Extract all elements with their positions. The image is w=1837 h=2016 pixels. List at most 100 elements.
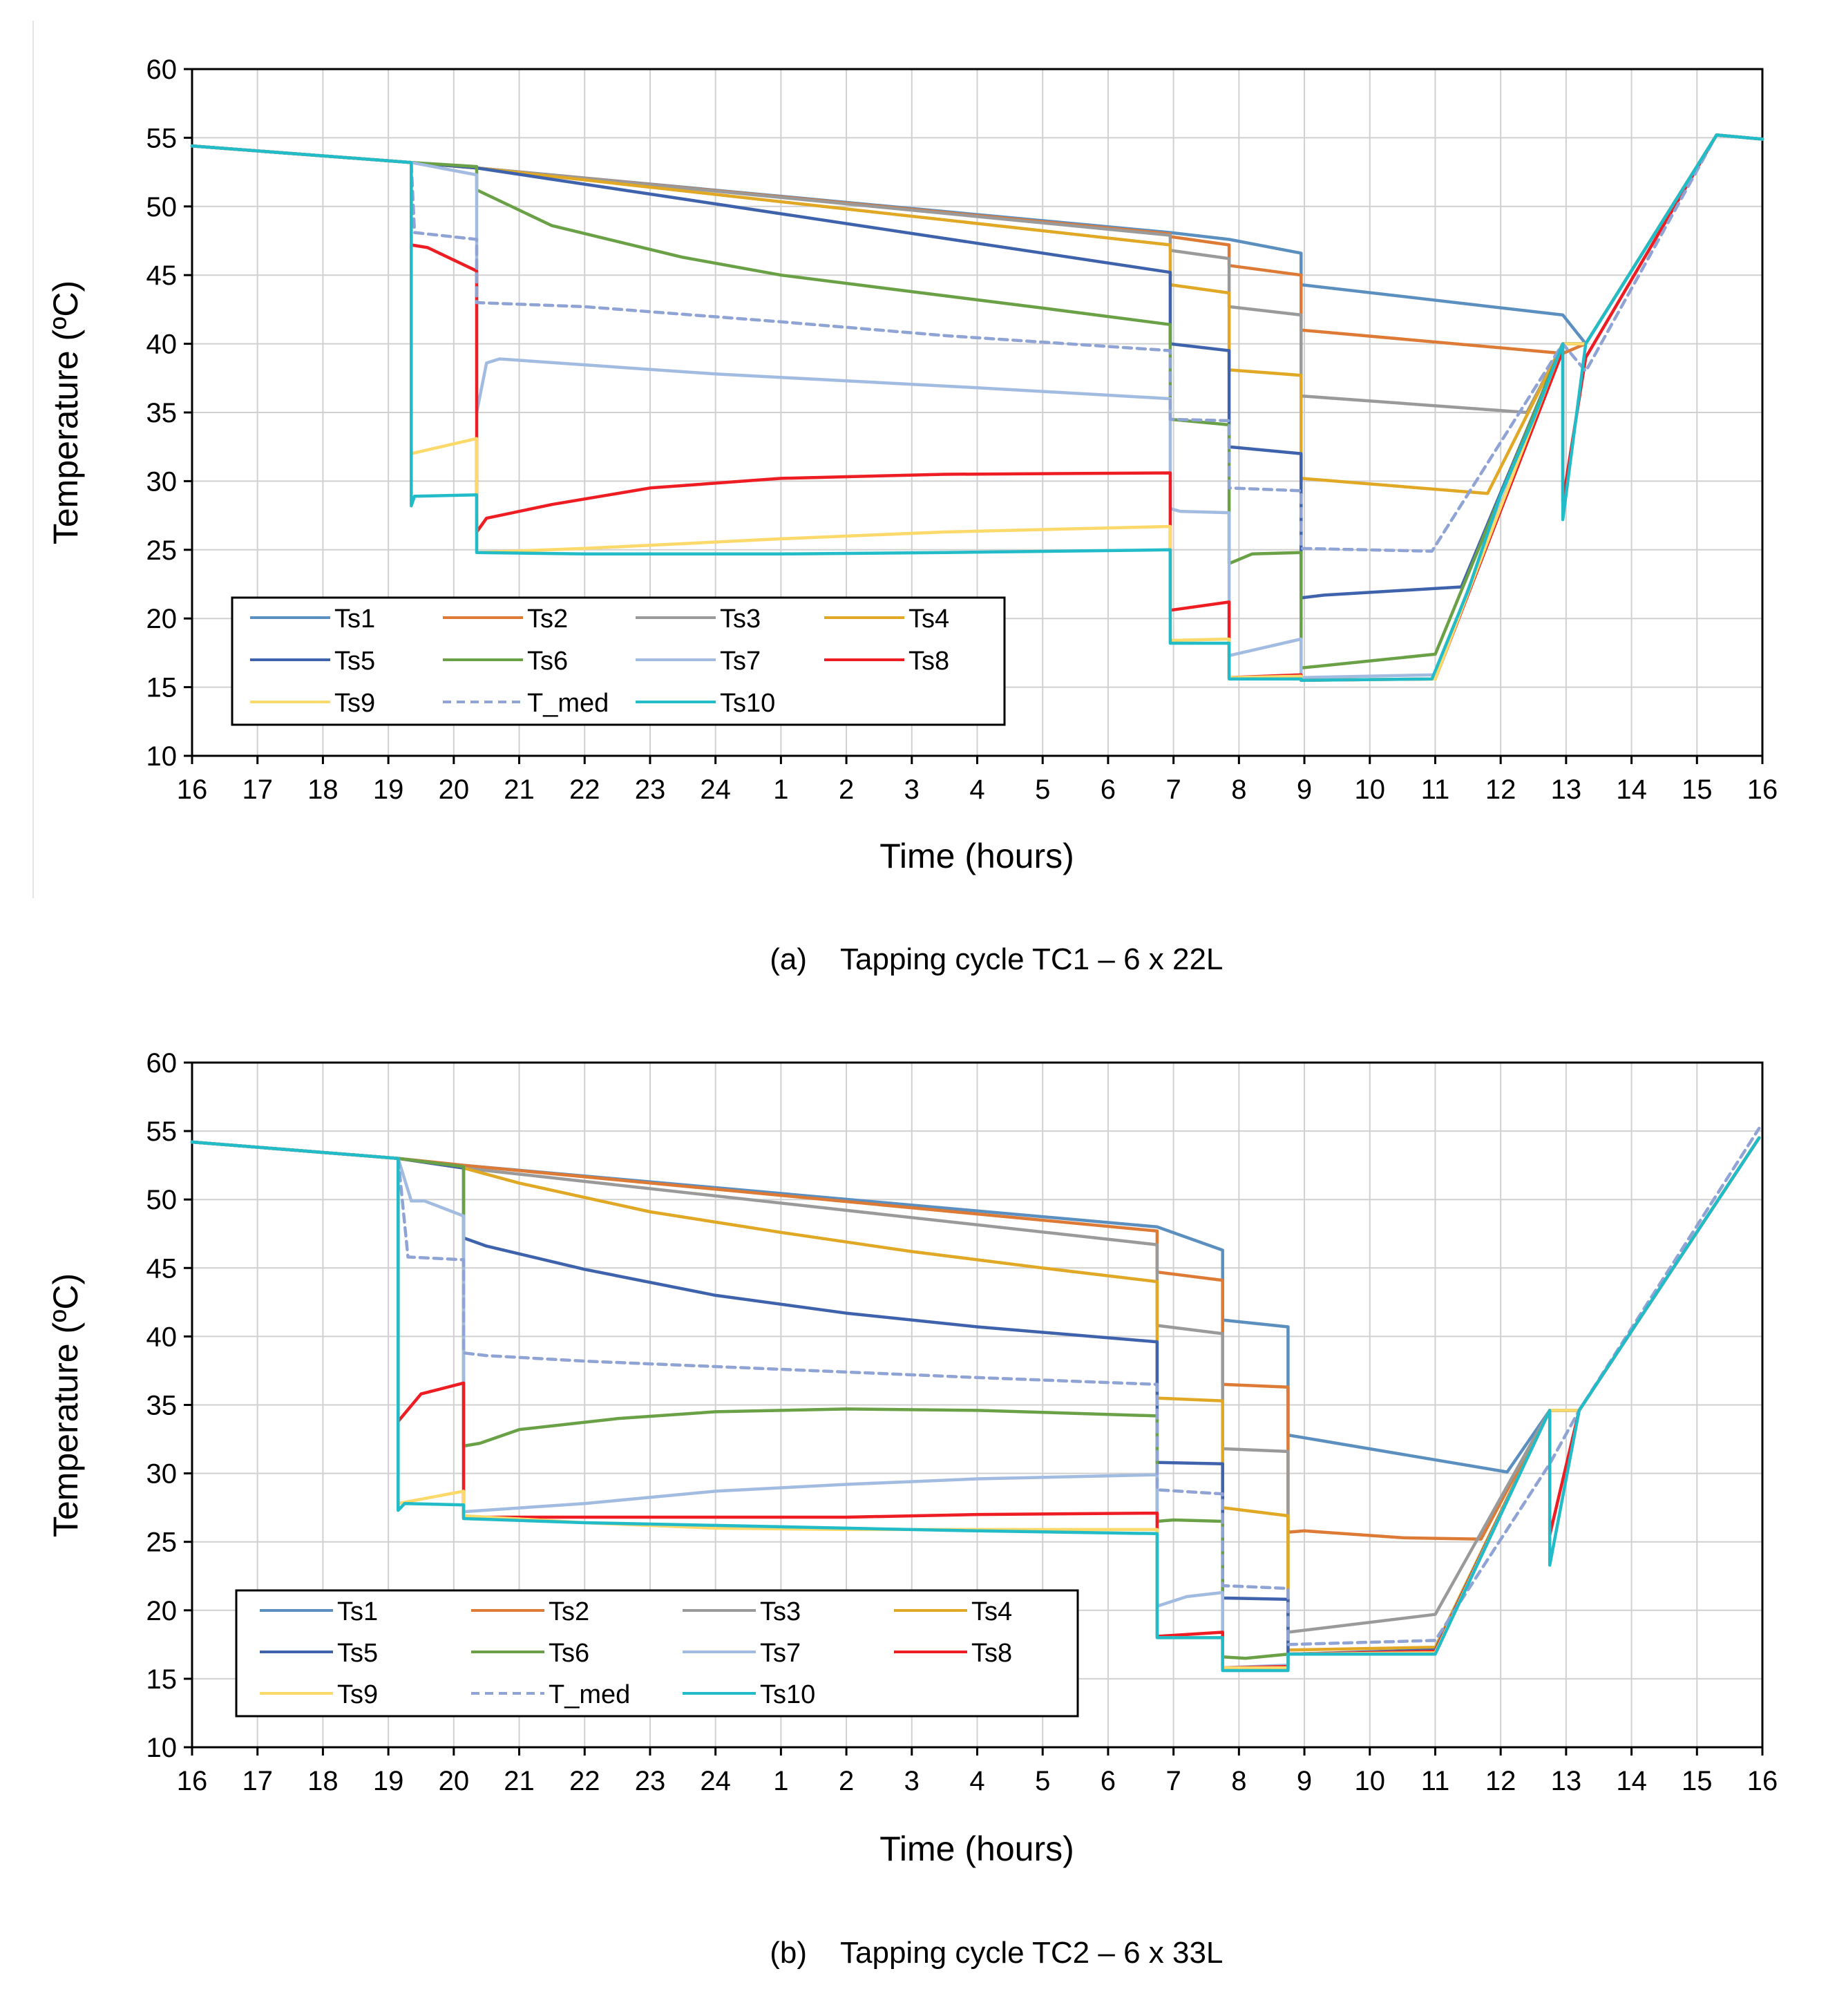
chart-b-series-lines [190, 1126, 1761, 1673]
chart-b-legend-label-t-med: T_med [549, 1680, 630, 1709]
chart-a-x-tick-label: 11 [1421, 774, 1450, 805]
chart-a-x-tick-label: 20 [439, 774, 470, 805]
chart-b-y-tick-label: 25 [146, 1528, 178, 1558]
chart-b-y-tick-label: 55 [146, 1116, 178, 1147]
chart-a-legend-label-ts6: Ts6 [527, 647, 568, 676]
chart-b-x-tick-label: 5 [1035, 1766, 1050, 1796]
chart-b-x-tick-label: 16 [177, 1766, 208, 1796]
chart-b-x-tick-label: 18 [307, 1766, 339, 1796]
chart-a-y-tick-label: 10 [146, 741, 178, 772]
chart-b-x-tick-label: 3 [904, 1766, 920, 1796]
chart-b-x-tick-label: 14 [1616, 1766, 1647, 1796]
chart-a-x-tick-label: 22 [569, 774, 600, 805]
chart-b-series-ts9-line [190, 1136, 1761, 1670]
chart-a-x-tick-label: 7 [1166, 774, 1181, 805]
chart-b-x-ticks: 16 17 18 19 20 21 22 23 24 1 2 3 4 5 6 7 8 9 10 11 12 13 14 15 1… [177, 1747, 1778, 1796]
chart-a-y-tick-label: 40 [146, 330, 178, 360]
chart-a-x-tick-label: 19 [373, 774, 404, 805]
chart-b: 16 17 18 19 20 21 22 23 24 1 2 3 4 5 6 7 8 9 10 11 12 13 14 15 1… [46, 1048, 1778, 1970]
chart-b-x-tick-label: 10 [1355, 1766, 1386, 1796]
chart-a-x-tick-label: 14 [1616, 774, 1647, 805]
chart-b-x-tick-label: 16 [1747, 1766, 1778, 1796]
chart-b-y-tick-label: 10 [146, 1733, 178, 1763]
chart-b-x-tick-label: 9 [1297, 1766, 1312, 1796]
chart-b-y-axis-label: Temperature (ºC) [46, 1273, 85, 1537]
chart-a-legend-label-ts8: Ts8 [908, 647, 949, 676]
chart-a-x-tick-label: 3 [904, 774, 920, 805]
chart-b-y-tick-label: 15 [146, 1664, 178, 1695]
chart-a-x-tick-label: 18 [307, 774, 339, 805]
chart-b-x-tick-label: 23 [635, 1766, 666, 1796]
chart-a-x-tick-label: 4 [969, 774, 984, 805]
chart-a-y-axis-label: Temperature (ºC) [46, 280, 85, 544]
chart-b-x-tick-label: 11 [1421, 1766, 1450, 1796]
chart-a-legend-label-ts9: Ts9 [334, 689, 375, 718]
chart-a-x-tick-label: 10 [1355, 774, 1386, 805]
chart-b-x-tick-label: 15 [1682, 1766, 1713, 1796]
chart-b-y-tick-label: 20 [146, 1596, 178, 1626]
chart-a-x-tick-label: 16 [177, 774, 208, 805]
chart-a-legend-label-ts5: Ts5 [334, 647, 375, 676]
chart-a-y-tick-label: 35 [146, 398, 178, 428]
chart-a-legend: Ts1 Ts2 Ts3 Ts4 Ts5 Ts6 Ts7 Ts8 Ts9 T_me… [231, 596, 1006, 726]
chart-b-x-tick-label: 12 [1485, 1766, 1516, 1796]
chart-a-y-tick-label: 50 [146, 192, 178, 222]
chart-b-series-ts8-line [190, 1136, 1761, 1670]
chart-b-legend-label-ts7: Ts7 [760, 1639, 801, 1668]
chart-a-y-tick-label: 20 [146, 604, 178, 634]
chart-b-x-axis-label: Time (hours) [879, 1829, 1074, 1868]
chart-a-legend-label-t-med: T_med [527, 689, 609, 718]
chart-a-caption-label: (a) [770, 942, 807, 976]
chart-b-legend-label-ts1: Ts1 [337, 1597, 378, 1626]
chart-a-y-tick-label: 25 [146, 535, 178, 566]
chart-a-legend-label-ts2: Ts2 [527, 605, 568, 634]
chart-a-x-tick-label: 8 [1231, 774, 1246, 805]
chart-b-y-tick-label: 60 [146, 1048, 178, 1078]
chart-b-legend-label-ts10: Ts10 [760, 1680, 815, 1709]
chart-a-y-tick-label: 30 [146, 466, 178, 497]
chart-a-y-tick-label: 45 [146, 260, 178, 291]
chart-b-legend-label-ts4: Ts4 [971, 1597, 1012, 1626]
chart-a-series-ts10-line [190, 133, 1764, 682]
chart-b-legend: Ts1 Ts2 Ts3 Ts4 Ts5 Ts6 Ts7 Ts8 Ts9 T_me… [235, 1589, 1079, 1718]
chart-a-y-tick-label: 60 [146, 55, 178, 85]
chart-a-x-tick-label: 2 [839, 774, 854, 805]
chart-b-x-tick-label: 8 [1231, 1766, 1246, 1796]
chart-b-x-tick-label: 1 [773, 1766, 788, 1796]
chart-a-y-tick-label: 55 [146, 123, 178, 153]
chart-a-x-tick-label: 13 [1551, 774, 1582, 805]
chart-a-x-ticks: 16 17 18 19 20 21 22 23 24 1 2 3 4 5 6 7 8 9 10 11 12 13 14 15 1… [177, 756, 1778, 805]
chart-a-x-tick-label: 1 [773, 774, 788, 805]
chart-b-y-ticks: 10 15 20 25 30 35 40 45 50 55 60 [146, 1048, 192, 1763]
chart-b-x-tick-label: 21 [504, 1766, 535, 1796]
chart-a-x-tick-label: 15 [1682, 774, 1713, 805]
chart-a-legend-label-ts4: Ts4 [908, 605, 949, 634]
chart-b-x-tick-label: 19 [373, 1766, 404, 1796]
chart-b-legend-label-ts8: Ts8 [971, 1639, 1012, 1668]
chart-b-x-tick-label: 4 [969, 1766, 984, 1796]
chart-b-x-tick-label: 6 [1101, 1766, 1116, 1796]
chart-a-x-tick-label: 12 [1485, 774, 1516, 805]
chart-a-x-tick-label: 16 [1747, 774, 1778, 805]
chart-b-caption-label: (b) [770, 1936, 807, 1970]
chart-a-x-axis-label: Time (hours) [879, 837, 1074, 875]
chart-a-caption-text: Tapping cycle TC1 – 6 x 22L [840, 942, 1223, 976]
chart-a-y-tick-label: 15 [146, 673, 178, 703]
chart-a-x-tick-label: 23 [635, 774, 666, 805]
chart-a-y-ticks: 10 15 20 25 30 35 40 45 50 55 60 [146, 55, 192, 772]
chart-b-x-tick-label: 24 [700, 1766, 731, 1796]
chart-b-legend-label-ts2: Ts2 [549, 1597, 589, 1626]
chart-a-x-tick-label: 9 [1297, 774, 1312, 805]
chart-b-series-ts7-line [190, 1136, 1761, 1670]
chart-b-legend-label-ts5: Ts5 [337, 1639, 378, 1668]
chart-b-legend-label-ts6: Ts6 [549, 1639, 589, 1668]
chart-b-x-tick-label: 2 [839, 1766, 854, 1796]
chart-a-x-tick-label: 6 [1101, 774, 1116, 805]
chart-a-x-tick-label: 5 [1035, 774, 1050, 805]
chart-b-legend-label-ts3: Ts3 [760, 1597, 801, 1626]
chart-a-legend-label-ts3: Ts3 [720, 605, 761, 634]
chart-b-y-tick-label: 35 [146, 1391, 178, 1421]
chart-b-series-ts1-line [190, 1136, 1761, 1474]
chart-b-caption-text: Tapping cycle TC2 – 6 x 33L [840, 1936, 1223, 1970]
